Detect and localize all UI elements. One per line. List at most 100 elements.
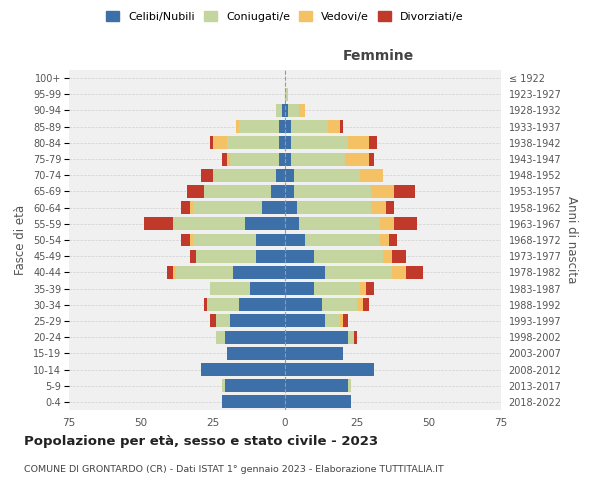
Bar <box>285 314 325 328</box>
Text: Popolazione per età, sesso e stato civile - 2023: Popolazione per età, sesso e stato civil… <box>24 435 378 448</box>
Bar <box>296 201 371 214</box>
Bar <box>371 201 386 214</box>
Bar <box>343 314 349 328</box>
Bar <box>210 314 216 328</box>
Bar <box>285 396 351 408</box>
Bar <box>176 266 233 279</box>
Bar <box>305 234 380 246</box>
Bar <box>207 298 239 311</box>
Bar <box>360 169 383 181</box>
Bar <box>383 250 392 262</box>
Bar <box>357 298 363 311</box>
Bar <box>299 218 380 230</box>
Bar <box>322 298 357 311</box>
Bar <box>380 218 394 230</box>
Bar <box>291 152 346 166</box>
Bar <box>285 347 343 360</box>
Bar <box>224 379 285 392</box>
Bar <box>288 104 299 117</box>
Bar <box>349 136 368 149</box>
Bar <box>262 201 285 214</box>
Bar <box>394 218 418 230</box>
Bar <box>340 314 343 328</box>
Text: Femmine: Femmine <box>342 49 413 63</box>
Bar <box>221 396 285 408</box>
Bar <box>380 234 389 246</box>
Bar <box>285 169 293 181</box>
Bar <box>227 152 230 166</box>
Bar <box>193 234 256 246</box>
Bar <box>196 250 256 262</box>
Bar <box>236 120 239 133</box>
Bar <box>256 234 285 246</box>
Bar <box>213 169 277 181</box>
Bar <box>285 234 305 246</box>
Bar <box>210 136 213 149</box>
Bar <box>239 120 279 133</box>
Bar <box>282 104 285 117</box>
Bar <box>181 234 190 246</box>
Bar <box>349 379 351 392</box>
Bar <box>291 120 328 133</box>
Bar <box>291 136 349 149</box>
Bar <box>187 185 205 198</box>
Bar <box>285 266 325 279</box>
Bar <box>392 250 406 262</box>
Bar <box>227 136 279 149</box>
Bar <box>389 234 397 246</box>
Bar <box>285 104 288 117</box>
Bar <box>245 218 285 230</box>
Bar <box>285 88 288 101</box>
Bar <box>202 363 285 376</box>
Bar <box>285 120 291 133</box>
Bar <box>167 266 173 279</box>
Bar <box>224 330 285 344</box>
Bar <box>285 379 349 392</box>
Bar <box>221 379 224 392</box>
Bar <box>250 282 285 295</box>
Bar <box>285 282 314 295</box>
Bar <box>363 298 368 311</box>
Bar <box>144 218 173 230</box>
Bar <box>205 298 207 311</box>
Bar <box>279 120 285 133</box>
Bar <box>392 266 406 279</box>
Bar <box>371 185 394 198</box>
Bar <box>346 152 368 166</box>
Bar <box>354 330 357 344</box>
Text: COMUNE DI GRONTARDO (CR) - Dati ISTAT 1° gennaio 2023 - Elaborazione TUTTITALIA.: COMUNE DI GRONTARDO (CR) - Dati ISTAT 1°… <box>24 465 444 474</box>
Bar <box>394 185 415 198</box>
Bar <box>368 152 374 166</box>
Bar <box>368 136 377 149</box>
Bar <box>239 298 285 311</box>
Bar <box>285 201 296 214</box>
Bar <box>285 136 291 149</box>
Bar <box>210 282 250 295</box>
Bar <box>277 169 285 181</box>
Bar <box>285 298 322 311</box>
Bar <box>256 250 285 262</box>
Bar <box>285 152 291 166</box>
Y-axis label: Anni di nascita: Anni di nascita <box>565 196 578 284</box>
Bar <box>293 169 360 181</box>
Bar <box>279 136 285 149</box>
Bar <box>325 314 340 328</box>
Bar <box>360 282 365 295</box>
Bar <box>349 330 354 344</box>
Bar <box>285 250 314 262</box>
Bar <box>216 314 230 328</box>
Bar <box>285 185 293 198</box>
Bar <box>325 266 392 279</box>
Bar <box>299 104 305 117</box>
Bar <box>221 152 227 166</box>
Bar <box>173 266 176 279</box>
Bar <box>277 104 282 117</box>
Bar <box>285 330 349 344</box>
Bar <box>314 282 360 295</box>
Legend: Celibi/Nubili, Coniugati/e, Vedovi/e, Divorziati/e: Celibi/Nubili, Coniugati/e, Vedovi/e, Di… <box>103 8 467 25</box>
Bar <box>365 282 374 295</box>
Bar <box>285 363 374 376</box>
Bar <box>340 120 343 133</box>
Bar <box>328 120 340 133</box>
Bar <box>190 201 193 214</box>
